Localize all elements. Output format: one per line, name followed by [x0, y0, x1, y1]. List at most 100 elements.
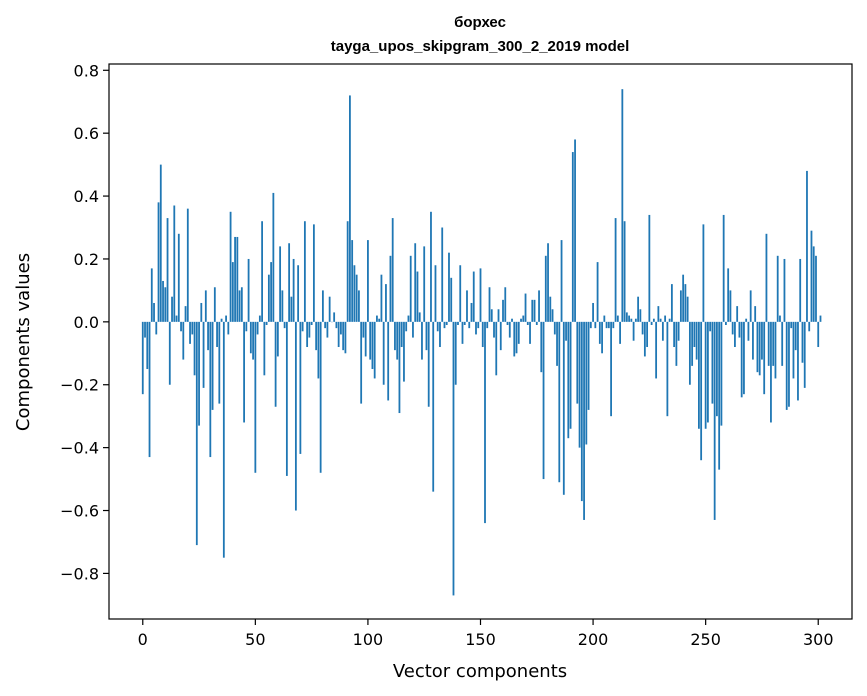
bar-287 [788, 321, 790, 407]
bar-23 [193, 321, 196, 376]
bar-204 [601, 321, 603, 354]
bar-184 [556, 321, 558, 366]
bar-112 [394, 321, 396, 351]
bar-111 [391, 218, 394, 322]
bar-89 [342, 321, 345, 351]
bar-139 [454, 321, 457, 385]
bar-121 [414, 243, 417, 322]
bar-268 [745, 318, 748, 322]
bar-273 [756, 321, 759, 373]
bar-247 [698, 321, 700, 429]
bar-172 [529, 321, 531, 344]
bar-297 [810, 230, 813, 322]
bar-41 [234, 236, 236, 322]
bar-128 [430, 211, 432, 322]
bar-69 [297, 265, 300, 322]
bar-230 [659, 318, 662, 322]
bar-282 [776, 255, 779, 322]
bar-43 [238, 290, 241, 322]
bar-83 [328, 296, 331, 322]
bar-185 [558, 321, 561, 483]
bar-2 [146, 321, 149, 370]
bar-61 [279, 246, 282, 322]
y-tick-label: 0.2 [74, 250, 99, 269]
bar-286 [785, 321, 788, 410]
bar-251 [707, 321, 709, 423]
bar-13 [171, 296, 173, 322]
bar-252 [709, 321, 712, 332]
y-tick-label: 0.0 [74, 313, 99, 332]
bar-217 [630, 318, 633, 322]
bar-141 [459, 265, 462, 322]
bar-107 [382, 321, 385, 385]
bar-140 [457, 321, 459, 325]
bar-267 [743, 321, 745, 395]
bar-266 [740, 321, 743, 398]
bar-259 [725, 321, 727, 325]
bar-242 [686, 296, 689, 322]
bar-110 [389, 255, 392, 322]
bar-47 [247, 258, 250, 322]
bar-195 [580, 321, 583, 502]
bar-180 [547, 243, 549, 322]
bar-95 [355, 274, 358, 322]
y-tick-label: −0.8 [60, 564, 99, 583]
bar-160 [502, 299, 504, 322]
bar-76 [312, 224, 315, 322]
bar-274 [758, 321, 761, 376]
bar-191 [571, 152, 574, 322]
bar-39 [229, 211, 232, 322]
bar-165 [513, 321, 516, 357]
bar-130 [434, 265, 437, 322]
bar-17 [180, 321, 182, 332]
bar-275 [761, 321, 763, 360]
bar-143 [463, 321, 466, 325]
bar-103 [373, 321, 376, 379]
bar-284 [781, 321, 784, 366]
bar-1 [144, 321, 146, 338]
y-tick-label: −0.6 [60, 502, 99, 521]
bar-133 [441, 227, 444, 322]
bar-144 [466, 290, 468, 322]
bar-154 [488, 287, 491, 322]
bar-201 [594, 321, 597, 329]
bar-299 [815, 255, 817, 322]
bar-104 [376, 315, 378, 322]
bar-58 [272, 192, 275, 322]
bar-272 [754, 306, 757, 322]
bar-206 [605, 321, 608, 329]
bar-50 [254, 321, 257, 473]
bar-193 [576, 321, 579, 404]
bar-19 [184, 306, 187, 322]
bar-98 [362, 321, 365, 338]
bar-176 [538, 290, 540, 322]
bar-276 [763, 321, 766, 395]
bar-211 [616, 315, 619, 322]
bar-136 [448, 252, 450, 322]
bar-9 [162, 280, 164, 322]
bar-250 [704, 321, 707, 429]
bar-20 [186, 208, 189, 322]
y-tick-label: −0.2 [60, 376, 99, 395]
bar-245 [693, 321, 696, 348]
bar-15 [175, 315, 178, 322]
bar-105 [378, 318, 381, 322]
bar-31 [211, 321, 214, 410]
x-tick-label: 150 [465, 630, 496, 649]
bar-152 [484, 321, 486, 524]
bar-137 [450, 277, 453, 322]
bar-244 [691, 321, 694, 366]
bar-33 [216, 321, 218, 348]
bar-168 [520, 318, 522, 322]
bar-151 [481, 321, 484, 348]
bar-126 [425, 321, 428, 351]
bar-99 [364, 321, 367, 357]
bar-214 [623, 221, 626, 322]
x-tick-label: 200 [578, 630, 609, 649]
bar-51 [256, 321, 259, 335]
bar-215 [625, 312, 628, 322]
bar-94 [353, 265, 356, 322]
bar-66 [290, 296, 293, 322]
bar-4 [150, 268, 153, 322]
